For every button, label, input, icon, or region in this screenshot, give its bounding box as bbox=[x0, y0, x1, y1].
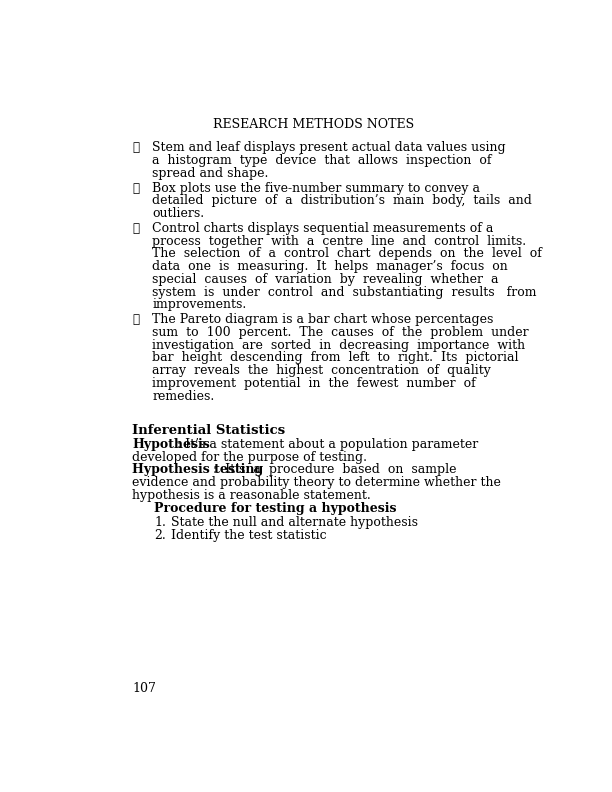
Text: ➢: ➢ bbox=[132, 314, 140, 326]
Text: system  is  under  control  and  substantiating  results   from: system is under control and substantiati… bbox=[152, 286, 537, 299]
Text: 1.: 1. bbox=[154, 516, 166, 529]
Text: The  selection  of  a  control  chart  depends  on  the  level  of: The selection of a control chart depends… bbox=[152, 247, 542, 261]
Text: Procedure for testing a hypothesis: Procedure for testing a hypothesis bbox=[154, 502, 397, 516]
Text: special  causes  of  variation  by  revealing  whether  a: special causes of variation by revealing… bbox=[152, 273, 499, 286]
Text: developed for the purpose of testing.: developed for the purpose of testing. bbox=[132, 451, 367, 464]
Text: ➢: ➢ bbox=[132, 222, 140, 235]
Text: investigation  are  sorted  in  decreasing  importance  with: investigation are sorted in decreasing i… bbox=[152, 339, 526, 352]
Text: spread and shape.: spread and shape. bbox=[152, 166, 269, 180]
Text: hypothesis is a reasonable statement.: hypothesis is a reasonable statement. bbox=[132, 489, 371, 502]
Text: Identify the test statistic: Identify the test statistic bbox=[171, 528, 327, 542]
Text: improvement  potential  in  the  fewest  number  of: improvement potential in the fewest numb… bbox=[152, 377, 476, 390]
Text: State the null and alternate hypothesis: State the null and alternate hypothesis bbox=[171, 516, 418, 529]
Text: evidence and probability theory to determine whether the: evidence and probability theory to deter… bbox=[132, 476, 501, 489]
Text: bar  height  descending  from  left  to  right.  Its  pictorial: bar height descending from left to right… bbox=[152, 352, 519, 364]
Text: Box plots use the five-number summary to convey a: Box plots use the five-number summary to… bbox=[152, 181, 480, 195]
Text: array  reveals  the  highest  concentration  of  quality: array reveals the highest concentration … bbox=[152, 364, 491, 377]
Text: 107: 107 bbox=[132, 682, 156, 695]
Text: The Pareto diagram is a bar chart whose percentages: The Pareto diagram is a bar chart whose … bbox=[152, 314, 494, 326]
Text: detailed  picture  of  a  distribution’s  main  body,  tails  and: detailed picture of a distribution’s mai… bbox=[152, 194, 532, 208]
Text: Control charts displays sequential measurements of a: Control charts displays sequential measu… bbox=[152, 222, 494, 235]
Text: a  histogram  type  device  that  allows  inspection  of: a histogram type device that allows insp… bbox=[152, 154, 492, 167]
Text: sum  to  100  percent.  The  causes  of  the  problem  under: sum to 100 percent. The causes of the pr… bbox=[152, 326, 529, 339]
Text: Hypothesis: Hypothesis bbox=[132, 438, 210, 451]
Text: process  together  with  a  centre  line  and  control  limits.: process together with a centre line and … bbox=[152, 234, 526, 248]
Text: :  It’s  a  procedure  based  on  sample: : It’s a procedure based on sample bbox=[213, 463, 457, 477]
Text: improvements.: improvements. bbox=[152, 299, 247, 311]
Text: Stem and leaf displays present actual data values using: Stem and leaf displays present actual da… bbox=[152, 141, 506, 154]
Text: ➢: ➢ bbox=[132, 141, 140, 154]
Text: RESEARCH METHODS NOTES: RESEARCH METHODS NOTES bbox=[213, 118, 414, 131]
Text: Hypothesis testing: Hypothesis testing bbox=[132, 463, 264, 477]
Text: remedies.: remedies. bbox=[152, 390, 215, 402]
Text: ➢: ➢ bbox=[132, 181, 140, 195]
Text: outliers.: outliers. bbox=[152, 207, 204, 220]
Text: : It’s a statement about a population parameter: : It’s a statement about a population pa… bbox=[177, 438, 479, 451]
Text: 2.: 2. bbox=[154, 528, 166, 542]
Text: Inferential Statistics: Inferential Statistics bbox=[132, 424, 285, 437]
Text: data  one  is  measuring.  It  helps  manager’s  focus  on: data one is measuring. It helps manager’… bbox=[152, 261, 508, 273]
